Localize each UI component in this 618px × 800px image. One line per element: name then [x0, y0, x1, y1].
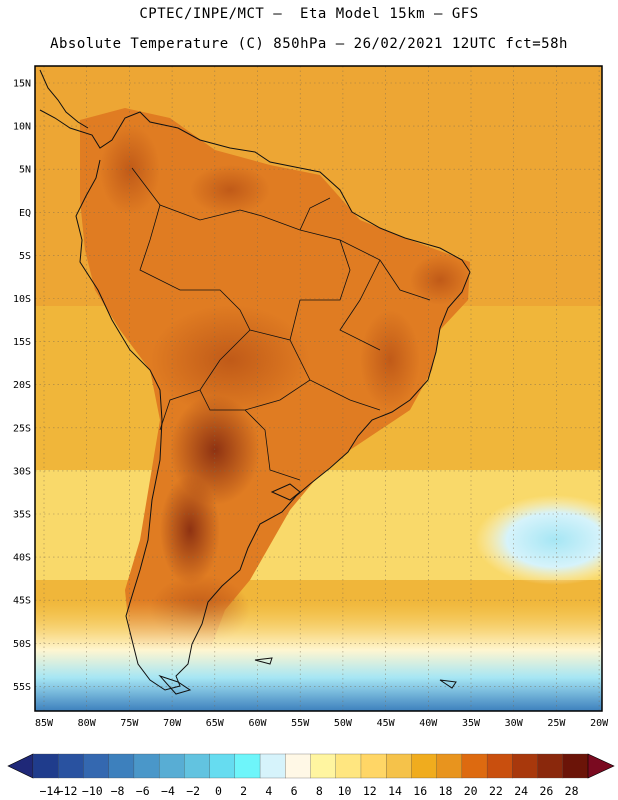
- colorbar-low-arrow: [7, 753, 34, 779]
- lat-tick-label: 10S: [13, 294, 31, 305]
- colorbar-tick-label: −14: [39, 784, 60, 798]
- colorbar-swatch: [537, 753, 564, 779]
- colorbar-swatch: [259, 753, 286, 779]
- islands: [158, 483, 457, 695]
- colorbar-tick-label: 12: [363, 784, 377, 798]
- south-america-coastline: [39, 109, 471, 691]
- lon-tick-label: 25W: [547, 718, 566, 729]
- lat-tick-label: 50S: [13, 639, 31, 650]
- colorbar-swatch: [83, 753, 110, 779]
- colorbar-swatch: [486, 753, 513, 779]
- lat-tick-label: 15N: [13, 79, 31, 90]
- colorbar-swatch: [360, 753, 387, 779]
- colorbar-swatch: [335, 753, 362, 779]
- lat-tick-label: EQ: [19, 208, 31, 219]
- country-borders: [131, 167, 431, 481]
- colorbar-swatch: [184, 753, 211, 779]
- lat-tick-label: 10N: [13, 122, 31, 133]
- colorbar-tick-label: −8: [111, 784, 125, 798]
- colorbar-tick-label: 0: [215, 784, 222, 798]
- colorbar-swatch: [562, 753, 589, 779]
- lon-tick-label: 45W: [377, 718, 396, 729]
- coastline-layer: [39, 69, 471, 695]
- colorbar-swatch: [436, 753, 463, 779]
- colorbar: [7, 753, 615, 779]
- colorbar-swatch: [209, 753, 236, 779]
- lon-tick-label: 70W: [163, 718, 182, 729]
- colorbar-tick-label: 26: [539, 784, 553, 798]
- colorbar-tick-label: 20: [464, 784, 478, 798]
- colorbar-tick-label: 14: [388, 784, 402, 798]
- lon-tick-label: 75W: [120, 718, 139, 729]
- colorbar-swatch: [386, 753, 412, 779]
- central-america-coastline: [39, 69, 89, 129]
- lon-tick-label: 30W: [505, 718, 524, 729]
- colorbar-tick-label: −12: [57, 784, 78, 798]
- colorbar-swatch: [58, 753, 84, 779]
- colorbar-swatch: [310, 753, 337, 779]
- map-frame: [34, 65, 603, 712]
- lat-tick-label: 40S: [13, 553, 31, 564]
- lon-tick-label: 40W: [419, 718, 438, 729]
- colorbar-labels: −14−12 −10 −8 −6 −4 −2 0 2 4 6 8 10 12 14 16 18 20 22 24 26…: [39, 784, 578, 798]
- latitude-labels: 15N 10N 5N EQ 5S 10S 15S 20S 25S 30S 35S 40S 45S 50S 5…: [13, 79, 31, 693]
- colorbar-tick-label: 10: [338, 784, 352, 798]
- colorbar-high-arrow: [587, 753, 615, 779]
- argentina-hot-region: [160, 475, 220, 585]
- colorbar-tick-label: 24: [514, 784, 528, 798]
- lat-tick-label: 5N: [19, 165, 31, 176]
- central-hot-region: [150, 305, 310, 415]
- colorbar-tick-label: 28: [565, 784, 579, 798]
- lat-tick-label: 30S: [13, 466, 31, 477]
- colorbar-tick-label: 22: [489, 784, 503, 798]
- lat-tick-label: 20S: [13, 380, 31, 391]
- colorbar-tick-label: −4: [161, 784, 175, 798]
- southern-cold-band: [35, 600, 602, 711]
- colorbar-swatch: [411, 753, 438, 779]
- lon-tick-label: 60W: [248, 718, 267, 729]
- lat-tick-label: 35S: [13, 510, 31, 521]
- lon-tick-label: 20W: [590, 718, 609, 729]
- lon-tick-label: 80W: [78, 718, 97, 729]
- lon-tick-label: 35W: [462, 718, 481, 729]
- title-line-1: CPTEC/INPE/MCT – Eta Model 15km – GFS: [139, 6, 479, 22]
- colorbar-swatch: [285, 753, 311, 779]
- venezuela-warm-region: [190, 165, 270, 215]
- atlantic-cool-patch: [475, 495, 602, 585]
- colorbar-tick-label: 6: [291, 784, 298, 798]
- lon-tick-label: 50W: [334, 718, 353, 729]
- colorbar-tick-label: 16: [413, 784, 427, 798]
- colorbar-tick-label: 2: [240, 784, 247, 798]
- lat-tick-label: 5S: [19, 251, 31, 262]
- brazil-east-warm-region: [360, 310, 420, 410]
- lat-tick-label: 45S: [13, 596, 31, 607]
- colorbar-tick-label: 8: [316, 784, 323, 798]
- colorbar-tick-label: −2: [186, 784, 200, 798]
- colorbar-swatch: [234, 753, 261, 779]
- northeast-warm-region: [410, 255, 470, 305]
- longitude-labels: 85W 80W 75W 70W 65W 60W 55W 50W 45W 40W 35W 30W 25W 2…: [35, 718, 609, 729]
- colorbar-tick-label: −10: [82, 784, 103, 798]
- title-line-2: Absolute Temperature (C) 850hPa – 26/02/…: [50, 36, 568, 52]
- colorbar-swatch: [32, 753, 59, 779]
- lon-tick-label: 55W: [291, 718, 310, 729]
- colorbar-tick-label: −6: [136, 784, 150, 798]
- lat-lon-grid: [35, 66, 602, 711]
- lon-tick-label: 85W: [35, 718, 54, 729]
- colorbar-tick-label: 18: [439, 784, 453, 798]
- colorbar-swatch: [512, 753, 538, 779]
- colorbar-swatch: [461, 753, 488, 779]
- colombia-warm-region: [100, 125, 160, 215]
- colorbar-swatch: [133, 753, 160, 779]
- lat-tick-label: 25S: [13, 423, 31, 434]
- colorbar-swatch: [158, 753, 185, 779]
- lat-tick-label: 15S: [13, 337, 31, 348]
- lat-tick-label: 55S: [13, 682, 31, 693]
- colorbar-swatch: [108, 753, 135, 779]
- lon-tick-label: 65W: [206, 718, 225, 729]
- colorbar-tick-label: 4: [265, 784, 272, 798]
